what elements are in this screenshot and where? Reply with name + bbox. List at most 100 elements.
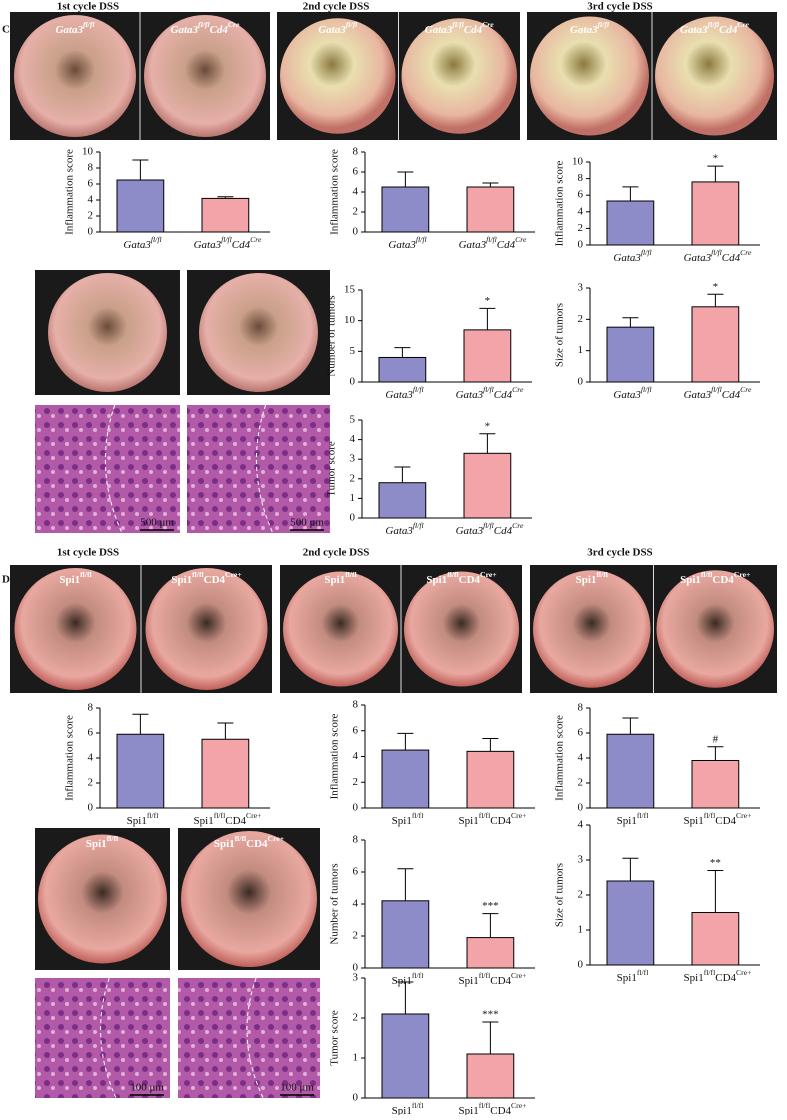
x-tick-label: Gata3fl/flCd4Cre xyxy=(194,235,262,250)
significance-label: * xyxy=(485,420,491,432)
label-part: Gata3 xyxy=(613,252,641,264)
x-tick-label: Gata3fl/fl xyxy=(385,385,423,400)
y-tick-label: 1 xyxy=(350,492,356,504)
y-axis-label: Tumor score xyxy=(329,1010,341,1066)
y-tick-label: 2 xyxy=(578,313,584,325)
bar xyxy=(116,179,165,233)
image-label: Gata3fl/fl xyxy=(55,20,95,35)
bar xyxy=(606,733,655,809)
significance-label: * xyxy=(485,295,491,307)
label-part: Gata3 xyxy=(123,239,151,251)
x-tick-label: Spi1fl/flCD4Cre+ xyxy=(194,811,262,826)
cycle-label: 1st cycle DSS xyxy=(57,547,119,559)
y-tick-label: 4 xyxy=(578,205,584,217)
bar xyxy=(466,937,515,969)
bar xyxy=(381,900,430,969)
image-label: Gata3fl/fl xyxy=(318,20,358,35)
y-tick-label: 4 xyxy=(350,433,356,445)
scale-bar-label: 500 μm xyxy=(290,517,324,529)
label-part: Spi1 xyxy=(86,838,107,850)
x-tick-label: Gata3fl/fl xyxy=(613,248,651,263)
label-part: Cre+ xyxy=(736,811,751,820)
y-tick-label: 3 xyxy=(578,282,584,294)
label-part: fl/fl xyxy=(83,20,95,29)
label-part: Cre+ xyxy=(734,570,751,579)
label-part: fl/fl xyxy=(221,235,232,244)
x-tick-label: Spi1fl/flCD4Cre+ xyxy=(459,971,527,986)
label-part: fl/fl xyxy=(641,248,652,257)
y-tick-label: 3 xyxy=(353,972,359,984)
image-label: Spi1fl/flCD4Cre+ xyxy=(680,570,750,585)
bar xyxy=(201,197,250,233)
x-tick-label: Gata3fl/flCd4Cre xyxy=(456,521,524,536)
label-part: CD4 xyxy=(490,975,511,987)
label-part: fl/fl xyxy=(701,570,713,579)
endoscopy-photo xyxy=(38,834,167,964)
scale-bar-label: 500 μm xyxy=(140,517,174,529)
endoscopy-photo xyxy=(533,570,651,688)
label-part: Cre xyxy=(250,235,262,244)
y-tick-label: 8 xyxy=(578,702,584,714)
image-label: Spi1fl/fl xyxy=(324,570,356,585)
endoscopy-photo xyxy=(401,18,517,134)
label-part: Cd4 xyxy=(210,24,229,36)
y-tick-label: 6 xyxy=(88,178,94,190)
label-part: Gata3 xyxy=(318,24,346,36)
label-part: Spi1 xyxy=(426,574,447,586)
y-tick-label: 4 xyxy=(353,750,359,762)
scale-bar-label: 100 μm xyxy=(280,1082,314,1094)
label-part: Gata3 xyxy=(613,389,641,401)
y-tick-label: 4 xyxy=(578,752,584,764)
y-tick-label: 2 xyxy=(578,889,584,901)
y-tick-label: 4 xyxy=(88,194,94,206)
label-part: fl/fl xyxy=(192,570,204,579)
label-part: Gata3 xyxy=(388,239,416,251)
y-tick-label: 0 xyxy=(578,239,584,251)
bar xyxy=(691,912,740,966)
y-tick-label: 0 xyxy=(578,376,584,388)
y-tick-label: 15 xyxy=(344,284,356,296)
label-part: Spi1 xyxy=(459,975,479,987)
bar xyxy=(606,326,655,383)
significance-label: # xyxy=(713,733,719,745)
label-part: CD4 xyxy=(712,574,734,586)
y-tick-label: 0 xyxy=(88,802,94,814)
y-tick-label: 1 xyxy=(578,924,584,936)
label-part: Gata3 xyxy=(684,389,712,401)
label-part: Spi1 xyxy=(194,815,214,827)
label-part: Cd4 xyxy=(719,24,738,36)
y-tick-label: 2 xyxy=(578,222,584,234)
label-part: Cre+ xyxy=(225,570,242,579)
y-axis-label: Inflammation score xyxy=(64,149,76,235)
bar xyxy=(466,1053,515,1099)
label-part: Gata3 xyxy=(171,24,199,36)
label-part: Spi1 xyxy=(617,972,637,984)
endoscopy-photo xyxy=(144,15,266,137)
label-part: Cd4 xyxy=(722,389,741,401)
bar xyxy=(201,738,250,809)
label-part: Spi1 xyxy=(459,1105,479,1115)
label-part: Gata3 xyxy=(456,389,484,401)
endoscopy-photo xyxy=(14,15,136,137)
label-part: Spi1 xyxy=(576,574,597,586)
label-part: Cre+ xyxy=(268,834,285,843)
y-tick-label: 0 xyxy=(353,226,359,238)
label-part: Cre xyxy=(740,248,752,257)
bar xyxy=(378,356,427,383)
label-part: Spi1 xyxy=(680,574,701,586)
label-part: Spi1 xyxy=(59,574,80,586)
label-part: fl/fl xyxy=(479,971,491,980)
label-part: CD4 xyxy=(490,815,511,827)
endoscopy-photo xyxy=(656,570,774,688)
label-part: fl/fl xyxy=(345,570,357,579)
label-part: Gata3 xyxy=(194,239,222,251)
label-part: fl/fl xyxy=(479,1101,491,1110)
y-tick-label: 0 xyxy=(350,376,356,388)
x-tick-label: Spi1fl/flCD4Cre+ xyxy=(684,968,752,983)
cycle-label: 1st cycle DSS xyxy=(57,1,119,13)
y-axis-label: Inflammation score xyxy=(64,715,76,801)
label-part: Cd4 xyxy=(494,389,513,401)
y-tick-label: 3 xyxy=(350,453,356,465)
bar xyxy=(466,186,515,233)
label-part: fl/fl xyxy=(412,1101,424,1110)
